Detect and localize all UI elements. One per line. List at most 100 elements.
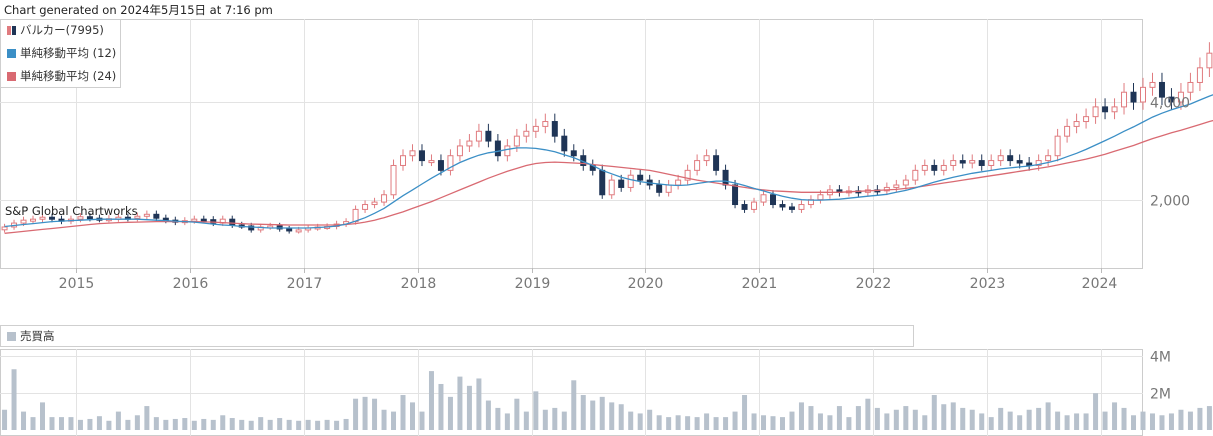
volume-bar: [495, 407, 501, 430]
legend-item-candles[interactable]: バルカー(7995): [7, 22, 104, 38]
volume-bar: [305, 419, 311, 430]
candle-down: [599, 169, 606, 196]
volume-bar: [30, 417, 36, 430]
x-tick-label: 2017: [287, 276, 323, 292]
volume-bar: [855, 406, 861, 430]
candle-up: [400, 155, 407, 166]
grid: [0, 19, 1143, 436]
legend-label-sma12: 単純移動平均 (12): [20, 46, 117, 60]
volume-bar: [931, 395, 937, 430]
candle-down: [770, 194, 777, 206]
candle-down: [570, 150, 577, 157]
candle-down: [1158, 81, 1165, 98]
volume-bar: [2, 409, 8, 430]
chart-credit: S&P Global Chartworks: [5, 204, 138, 218]
candle-up: [969, 160, 976, 164]
candle-down: [200, 218, 207, 222]
volume-bar: [1007, 411, 1013, 430]
candle-down: [210, 219, 217, 224]
candle-down: [722, 169, 729, 186]
x-tick-label: 2023: [970, 276, 1006, 292]
volume-bar: [409, 402, 415, 430]
volume-bar: [922, 415, 928, 430]
volume-bar: [11, 369, 17, 430]
x-tick-label: 2015: [59, 276, 95, 292]
volume-bar: [798, 402, 804, 430]
volume-bar: [666, 417, 672, 430]
sma24-swatch-icon: [7, 72, 16, 81]
candle-up: [1083, 116, 1090, 123]
candle-down: [741, 204, 748, 210]
volume-bar: [324, 419, 330, 430]
candle-up: [504, 145, 511, 157]
candle-down: [1007, 155, 1014, 162]
candle-up: [950, 160, 957, 166]
candle-down: [931, 164, 938, 171]
volume-bar: [447, 396, 453, 430]
candle-down: [286, 228, 293, 232]
candle-down: [618, 179, 625, 188]
price-legend: バルカー(7995) 単純移動平均 (12) 単純移動平均 (24): [0, 19, 121, 88]
volume-bar: [353, 398, 359, 430]
candle-down: [551, 121, 558, 137]
candle-up: [694, 160, 701, 171]
candle-up: [1045, 155, 1052, 162]
candle-up: [475, 130, 482, 142]
volume-bar: [1159, 415, 1165, 430]
candle-down: [779, 204, 786, 208]
candle-up: [997, 155, 1004, 162]
candle-up: [428, 160, 435, 164]
y-tick-label: 4,000: [1150, 96, 1190, 112]
candle-up: [893, 184, 900, 188]
volume-bar: [941, 404, 947, 430]
chart-generated-text: Chart generated on 2024年5月15日 at 7:16 pm: [4, 3, 273, 17]
candle-down: [637, 174, 644, 181]
volume-bar: [96, 416, 102, 430]
volume-bar: [912, 409, 918, 430]
candle-down: [713, 155, 720, 171]
volume-bar: [1131, 415, 1137, 430]
volume-bar: [742, 395, 748, 430]
candle-up: [1187, 81, 1194, 93]
candle-up: [1054, 135, 1061, 157]
volume-bar: [334, 420, 340, 430]
candle-up: [1073, 121, 1080, 127]
candle-up: [39, 216, 46, 220]
volume-swatch-icon: [7, 332, 16, 341]
candle-up: [466, 140, 473, 147]
legend-item-volume[interactable]: 売買高: [7, 328, 55, 344]
volume-bar: [68, 417, 74, 430]
volume-bar: [552, 407, 558, 430]
candle-up: [817, 194, 824, 201]
candle-up: [675, 179, 682, 186]
candle-up: [627, 174, 634, 188]
candle-up: [921, 164, 928, 171]
volume-bar: [362, 396, 368, 430]
legend-item-sma24[interactable]: 単純移動平均 (24): [7, 68, 116, 84]
volume-bar: [315, 420, 321, 430]
volume-bar: [656, 415, 662, 430]
volume-bar: [372, 398, 378, 430]
candle-up: [513, 135, 520, 147]
volume-bar: [1026, 409, 1032, 430]
volume-bar: [808, 406, 814, 430]
volume-bar: [343, 418, 349, 430]
candle-up: [1, 226, 8, 231]
volume-bar: [229, 418, 235, 430]
candle-up: [352, 208, 359, 223]
volume-bar: [561, 411, 567, 430]
candle-up: [751, 201, 758, 210]
candle-up: [30, 218, 37, 222]
volume-bar: [694, 417, 700, 430]
volume-bar: [106, 420, 112, 430]
volume-bar: [1055, 411, 1061, 430]
volume-bar: [457, 376, 463, 430]
volume-bar: [827, 415, 833, 430]
candle-up: [988, 160, 995, 166]
volume-bar: [115, 411, 121, 430]
volume-bar: [476, 378, 482, 430]
volume-bar: [1064, 415, 1070, 430]
volume-bar: [1121, 407, 1127, 430]
legend-item-sma12[interactable]: 単純移動平均 (12): [7, 45, 116, 61]
